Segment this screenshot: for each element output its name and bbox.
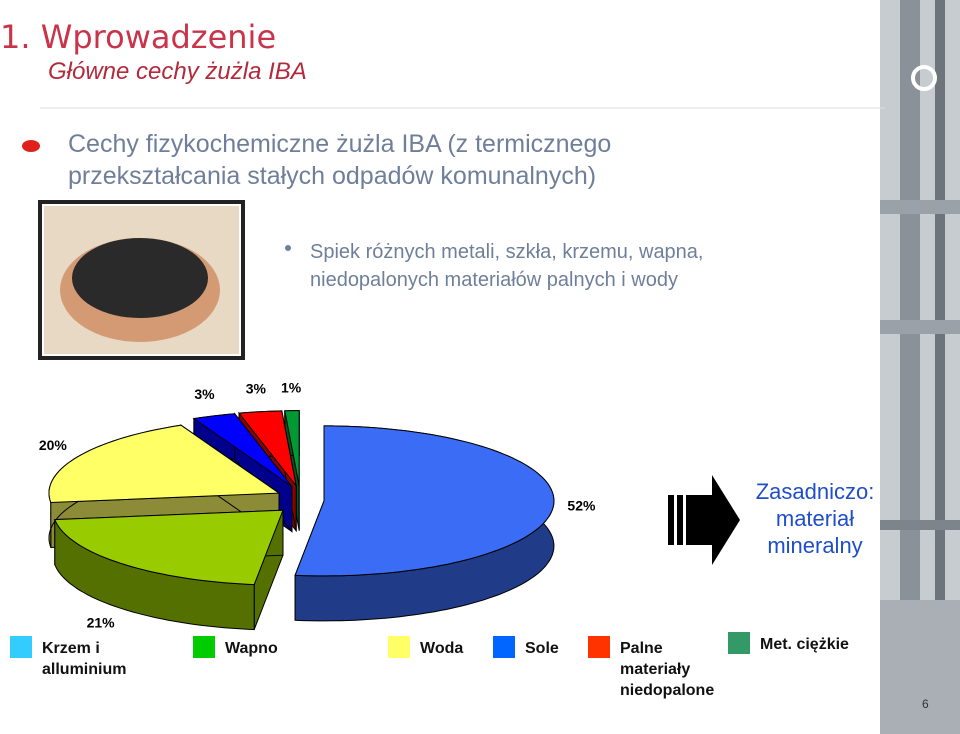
pie-slice: [284, 410, 300, 486]
conclusion: Zasadniczo: materiał mineralny: [755, 479, 875, 558]
legend-label: Sole: [525, 640, 559, 657]
legend-label: Woda: [420, 640, 464, 657]
pie-slice: [294, 425, 555, 577]
legend-label: Wapno: [225, 640, 278, 657]
pie-slice: [48, 424, 281, 504]
legend-swatch: [193, 636, 215, 658]
legend-swatch: [588, 636, 610, 658]
legend-label: Palne materiały niedopalone: [620, 640, 715, 699]
arrow: [668, 475, 740, 565]
data-label: 52%: [567, 498, 596, 514]
data-label: 1%: [281, 379, 302, 395]
data-label: 20%: [39, 437, 68, 453]
hands-photo: [38, 200, 245, 360]
sub-bullet-dot: [285, 245, 291, 251]
pie-slice: [54, 509, 284, 586]
bullet-icon: [22, 140, 40, 152]
sub-bullet: Spiek różnych metali, szkła, krzemu, wap…: [310, 241, 704, 291]
legend-label: Krzem i alluminium: [42, 640, 127, 678]
legend-label: Met. ciężkie: [760, 636, 849, 653]
pie-slice: [238, 410, 297, 487]
building-photo: [880, 0, 960, 734]
bullet: Cechy fizykochemiczne żużla IBA (z termi…: [68, 130, 612, 190]
legend-swatch: [388, 636, 410, 658]
data-label: 3%: [246, 381, 267, 397]
subtitle: Główne cechy żużla IBA: [48, 58, 307, 85]
title: 1. Wprowadzenie: [0, 18, 277, 56]
data-label: 21%: [87, 614, 116, 630]
pie-slice: [192, 413, 293, 487]
page-number: 6: [922, 697, 929, 711]
legend-swatch: [728, 632, 750, 654]
legend-swatch: [493, 636, 515, 658]
data-label: 3%: [194, 386, 215, 402]
legend-swatch: [10, 636, 32, 658]
